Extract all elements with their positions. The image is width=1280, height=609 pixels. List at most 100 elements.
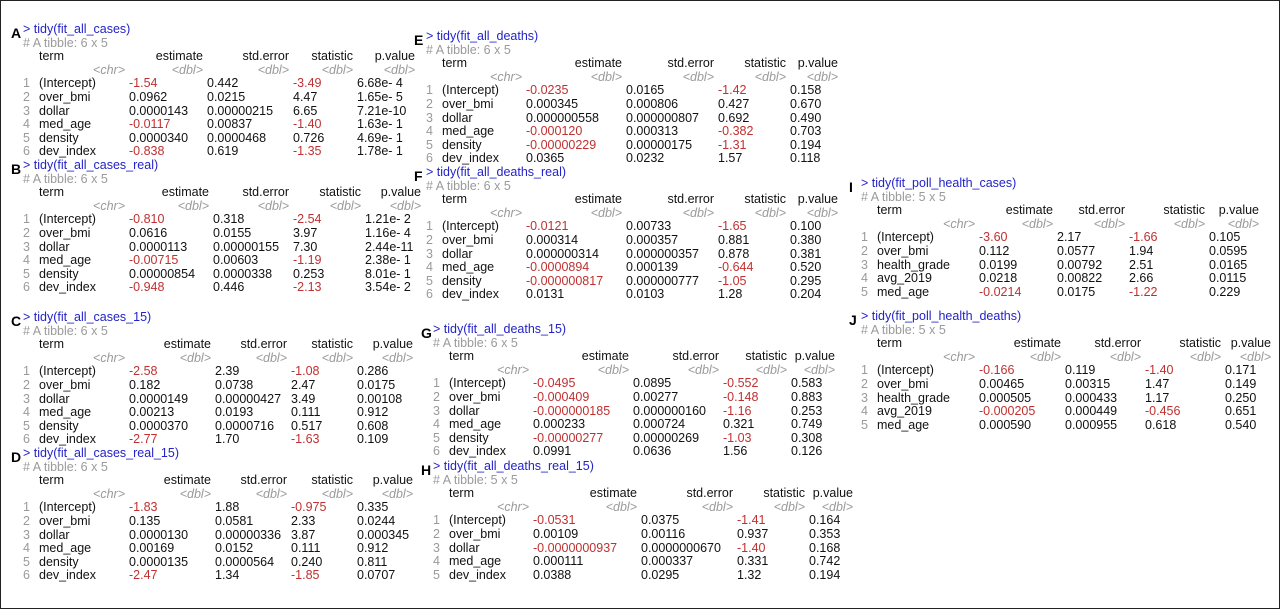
cell-value: 4.69e- 1 (357, 130, 403, 145)
spacer (23, 488, 39, 502)
cell-value: 0.000806 (626, 96, 679, 111)
console-command: > tidy(fit_poll_health_deaths) (861, 309, 1022, 323)
tibble-dims: # A tibble: 6 x 5 (426, 178, 511, 193)
cell-value: 0.0152 (215, 541, 254, 556)
column-header: p.value (797, 56, 838, 71)
cell-value: -2.58 (129, 364, 158, 379)
type-row: <chr> <dbl> <dbl> <dbl> <dbl> (426, 69, 838, 85)
tibble-dims: # A tibble: 6 x 5 (23, 459, 108, 474)
cell-value: over_bmi (39, 377, 91, 392)
type-row: <chr> <dbl> <dbl> <dbl> <dbl> (861, 350, 1271, 365)
column-type: <dbl> (321, 486, 353, 501)
cell-value: over_bmi (877, 243, 929, 258)
cell-value: 0.000590 (979, 417, 1032, 432)
column-header: std.error (1078, 203, 1125, 218)
cell-value: 0.0388 (533, 567, 572, 582)
row-index: 5 (861, 417, 868, 432)
cell-value: 0.000955 (1065, 417, 1118, 432)
cell-value: 1.88 (215, 500, 240, 515)
cell-value: -0.0531 (533, 513, 576, 528)
column-header: p.value (812, 486, 853, 501)
tibble-dims: # A tibble: 5 x 5 (861, 322, 946, 337)
row-index: 3 (426, 246, 433, 261)
cell-value: 0.00000175 (626, 137, 693, 152)
data-row: 5 density 0.0000340 0.0000468 0.726 4.69e- 1 (23, 130, 415, 146)
column-header: std.error (242, 185, 289, 200)
column-header: statistic (1179, 336, 1221, 351)
panel-letter: E (414, 32, 424, 48)
cell-value: med_age (442, 260, 495, 275)
column-type: <dbl> (381, 486, 413, 501)
cell-value: 0.0199 (979, 257, 1018, 272)
cell-value: 0.618 (1145, 417, 1177, 432)
row-index: 6 (23, 568, 30, 583)
cell-value: 1.63e- 1 (357, 117, 403, 132)
column-type: <chr> (490, 69, 522, 84)
cell-value: 0.250 (1225, 390, 1257, 405)
cell-value: 0.00116 (641, 526, 686, 541)
cell-value: -0.644 (718, 260, 754, 275)
cell-value: 3.97 (293, 225, 318, 240)
cell-value: 2.17 (1057, 230, 1082, 245)
cell-value: 0.321 (723, 417, 755, 432)
spacer (426, 207, 442, 221)
cell-value: -0.000409 (533, 389, 590, 404)
tibble-dims: # A tibble: 6 x 5 (426, 42, 511, 57)
row-index: 3 (23, 391, 30, 406)
column-header: term (39, 185, 64, 200)
cell-value: density (39, 418, 79, 433)
column-header: p.value (372, 473, 413, 488)
panel-letter: G (421, 325, 432, 341)
column-header: estimate (163, 473, 211, 488)
cell-value: med_age (877, 284, 930, 299)
column-header: statistic (311, 49, 353, 64)
header-row: term estimate std.error statistic p.value (861, 337, 1271, 351)
cell-value: 0.0000143 (129, 103, 189, 118)
row-index: 6 (433, 444, 440, 459)
cell-value: 0.318 (213, 212, 245, 227)
data-row: 4 med_age -0.0117 0.00837 -1.40 1.63e- 1 (23, 118, 415, 132)
row-index: 5 (23, 418, 30, 433)
cell-value: 0.883 (791, 389, 823, 404)
column-header: statistic (311, 473, 353, 488)
cell-value: -1.42 (718, 83, 747, 98)
cell-value: 0.0218 (979, 271, 1018, 286)
cell-value: 0.171 (1225, 363, 1257, 378)
cell-value: 0.335 (357, 500, 389, 515)
cell-value: 0.0595 (1209, 243, 1248, 258)
panel-letter: D (11, 449, 22, 465)
column-type: <dbl> (179, 486, 211, 501)
data-row: 2 over_bmi 0.00465 0.00315 1.47 0.149 (861, 376, 1271, 392)
spacer (23, 200, 39, 214)
cell-value: (Intercept) (877, 230, 934, 245)
cell-value: 0.105 (1209, 230, 1241, 245)
row-index: 5 (861, 284, 868, 299)
cell-value: 4.47 (293, 89, 318, 104)
cell-value: -1.35 (293, 144, 322, 159)
cell-value: 0.442 (207, 76, 239, 91)
row-index: 4 (23, 541, 30, 556)
column-header: p.value (1218, 203, 1259, 218)
column-type: <dbl> (806, 205, 838, 220)
header-row: term estimate std.error statistic p.value (426, 193, 838, 207)
cell-value: 3.49 (291, 391, 316, 406)
cell-value: (Intercept) (449, 513, 506, 528)
cell-value: 0.000337 (641, 554, 694, 569)
cell-value: 0.000314 (526, 232, 579, 247)
console-command: > tidy(fit_all_cases_real_15) (23, 446, 179, 460)
column-type: <dbl> (773, 499, 805, 514)
cell-value: -0.0214 (979, 284, 1022, 299)
cell-value: 0.286 (357, 364, 389, 379)
column-type: <dbl> (821, 499, 853, 514)
row-index: 4 (861, 404, 868, 419)
cell-value: -0.810 (129, 212, 165, 227)
cell-value: 0.00000854 (129, 266, 196, 281)
cell-value: 0.0165 (626, 83, 665, 98)
row-index: 1 (433, 376, 440, 391)
row-index: 2 (433, 389, 440, 404)
cell-value: 0.100 (790, 219, 822, 234)
cell-value: 0.0103 (626, 287, 665, 302)
cell-value: -0.00000229 (526, 137, 597, 152)
cell-value: 1.16e- 4 (365, 225, 411, 240)
cell-value: 0.149 (1225, 376, 1257, 391)
